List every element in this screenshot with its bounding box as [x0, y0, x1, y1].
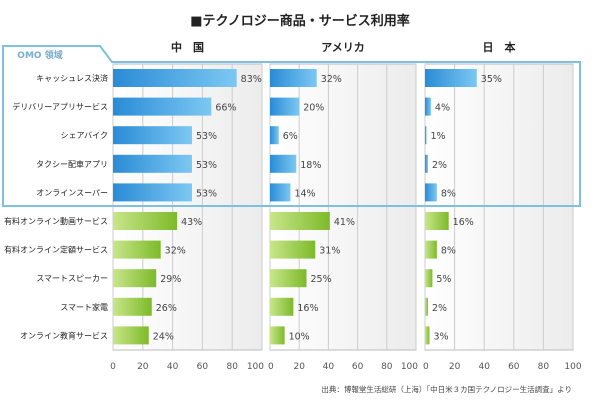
series-header: 日 本 — [483, 40, 516, 54]
x-tick-label: 60 — [197, 362, 209, 372]
data-label: 2% — [432, 303, 447, 314]
data-label: 26% — [156, 303, 177, 314]
bar — [425, 212, 449, 230]
bar — [270, 97, 300, 116]
category-label: シェアバイク — [60, 131, 108, 140]
series-header: アメリカ — [321, 41, 364, 54]
data-label: 29% — [160, 274, 181, 285]
data-label: 4% — [435, 103, 450, 114]
omo-frame — [2, 45, 581, 207]
chart-title: ■テクノロジー商品・サービス利用率 — [190, 14, 410, 29]
category-label: スマート家電 — [60, 302, 108, 312]
bar — [113, 269, 157, 288]
data-label: 53% — [196, 188, 217, 199]
data-label: 53% — [196, 131, 217, 142]
bar — [113, 97, 212, 116]
data-label: 1% — [430, 131, 445, 142]
bar — [425, 154, 428, 173]
x-tick-label: 100 — [401, 362, 418, 372]
data-label: 32% — [165, 246, 186, 257]
data-label: 31% — [319, 246, 340, 257]
x-tick-label: 20 — [293, 362, 305, 372]
data-label: 6% — [283, 131, 298, 142]
omo-label: OMO 領域 — [17, 49, 62, 61]
x-tick-label: 0 — [110, 362, 116, 372]
category-label: オンライン教育サービス — [20, 330, 108, 340]
x-tick-label: 0 — [423, 362, 429, 372]
bar — [270, 154, 297, 173]
data-label: 3% — [433, 331, 448, 342]
bar — [270, 183, 291, 202]
category-label: デリバリーアプリサービス — [12, 102, 108, 112]
x-tick-label: 80 — [226, 362, 238, 372]
category-label: キャッシュレス決済 — [36, 73, 108, 83]
bar — [425, 69, 477, 87]
data-label: 43% — [181, 217, 202, 228]
data-label: 10% — [289, 331, 310, 342]
category-label: タクシー配車アプリ — [36, 159, 108, 169]
x-tick-label: 60 — [352, 362, 364, 372]
data-label: 20% — [303, 103, 324, 114]
data-label: 35% — [481, 74, 502, 85]
x-tick-label: 20 — [137, 362, 149, 372]
data-label: 2% — [432, 160, 447, 171]
data-label: 66% — [215, 103, 236, 114]
category-label: オンラインスーパー — [36, 188, 108, 197]
source-note: 出典：博報堂生活総研（上海）「中日米３カ国テクノロジー生活調査」より — [321, 385, 572, 394]
bar — [113, 297, 152, 316]
data-label: 5% — [436, 274, 451, 285]
bar — [113, 212, 178, 230]
data-label: 41% — [334, 217, 355, 228]
bar — [425, 126, 427, 145]
data-label: 18% — [300, 160, 321, 171]
bar — [270, 326, 285, 345]
x-tick-label: 40 — [478, 362, 490, 372]
bar — [425, 97, 431, 116]
x-tick-label: 60 — [508, 362, 520, 372]
data-label: 14% — [294, 188, 315, 199]
x-tick-label: 40 — [323, 362, 335, 372]
data-label: 8% — [441, 188, 456, 199]
x-tick-label: 20 — [449, 362, 461, 372]
data-label: 25% — [311, 274, 332, 285]
data-label: 53% — [196, 160, 217, 171]
bar — [425, 240, 437, 259]
bar — [270, 126, 279, 145]
bar — [270, 240, 316, 259]
data-label: 24% — [153, 331, 174, 342]
bar — [425, 183, 437, 202]
bar — [270, 297, 294, 316]
bar — [425, 297, 428, 316]
data-label: 16% — [297, 303, 318, 314]
data-label: 32% — [321, 74, 342, 85]
category-label: 有料オンライン定額サービス — [4, 245, 108, 255]
data-label: 8% — [441, 246, 456, 257]
x-tick-label: 80 — [538, 362, 550, 372]
bar — [425, 326, 430, 345]
bar — [270, 212, 330, 230]
bar — [270, 269, 307, 288]
category-label: 有料オンライン動画サービス — [4, 216, 108, 226]
series-header: 中 国 — [171, 40, 204, 54]
x-tick-label: 40 — [167, 362, 179, 372]
bar — [270, 69, 317, 87]
data-label: 83% — [241, 74, 262, 85]
bar — [425, 269, 433, 288]
bar — [113, 69, 237, 87]
bar — [113, 326, 149, 345]
bar — [113, 240, 161, 259]
bar — [113, 154, 192, 173]
category-label: スマートスピーカー — [36, 274, 108, 283]
data-label: 16% — [453, 217, 474, 228]
x-tick-label: 80 — [381, 362, 393, 372]
bar — [113, 126, 192, 145]
x-tick-label: 0 — [268, 362, 274, 372]
x-tick-label: 100 — [247, 362, 264, 372]
bar — [113, 183, 192, 202]
x-tick-label: 100 — [564, 362, 581, 372]
